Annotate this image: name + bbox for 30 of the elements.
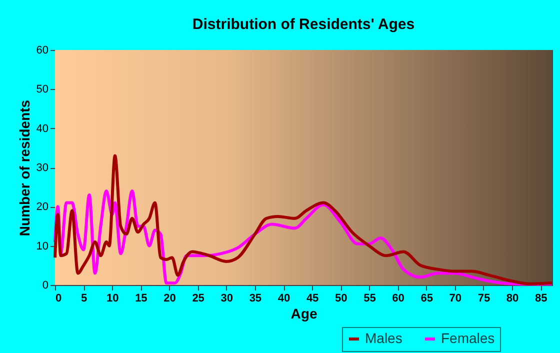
legend-label: Males [365,330,402,346]
x-tick-label: 85 [534,292,548,304]
y-tick-label: 50 [36,84,48,96]
x-tick-label: 10 [106,292,119,304]
x-tick-label: 75 [478,292,490,304]
x-tick-label: 50 [335,292,348,304]
y-tick-label: 30 [36,162,48,174]
x-tick-label: 15 [135,292,148,304]
y-tick-label: 20 [36,201,48,214]
x-tick-label: 35 [249,292,262,304]
x-tick-label: 20 [164,292,176,304]
x-tick-label: 80 [506,292,519,304]
y-axis-title: Number of residents [16,100,32,236]
x-tick-label: 25 [192,292,204,304]
x-tick-label: 30 [220,292,234,304]
x-tick-label: 40 [278,292,290,304]
x-tick-label: 70 [449,292,462,304]
legend-label: Females [441,330,495,346]
x-tick-label: 0 [56,292,62,304]
y-tick-label: 40 [36,122,48,135]
x-axis-title: Age [290,306,318,322]
y-tick-label: 10 [36,240,48,252]
y-tick-label: 0 [42,280,48,292]
x-tick-label: 55 [364,292,376,304]
x-tick-label: 5 [81,292,88,304]
x-tick-label: 45 [306,292,319,304]
x-tick-label: 65 [420,292,433,304]
chart-title: Distribution of Residents' Ages [192,16,415,33]
x-tick-label: 60 [392,292,404,304]
y-tick-label: 60 [36,44,48,56]
